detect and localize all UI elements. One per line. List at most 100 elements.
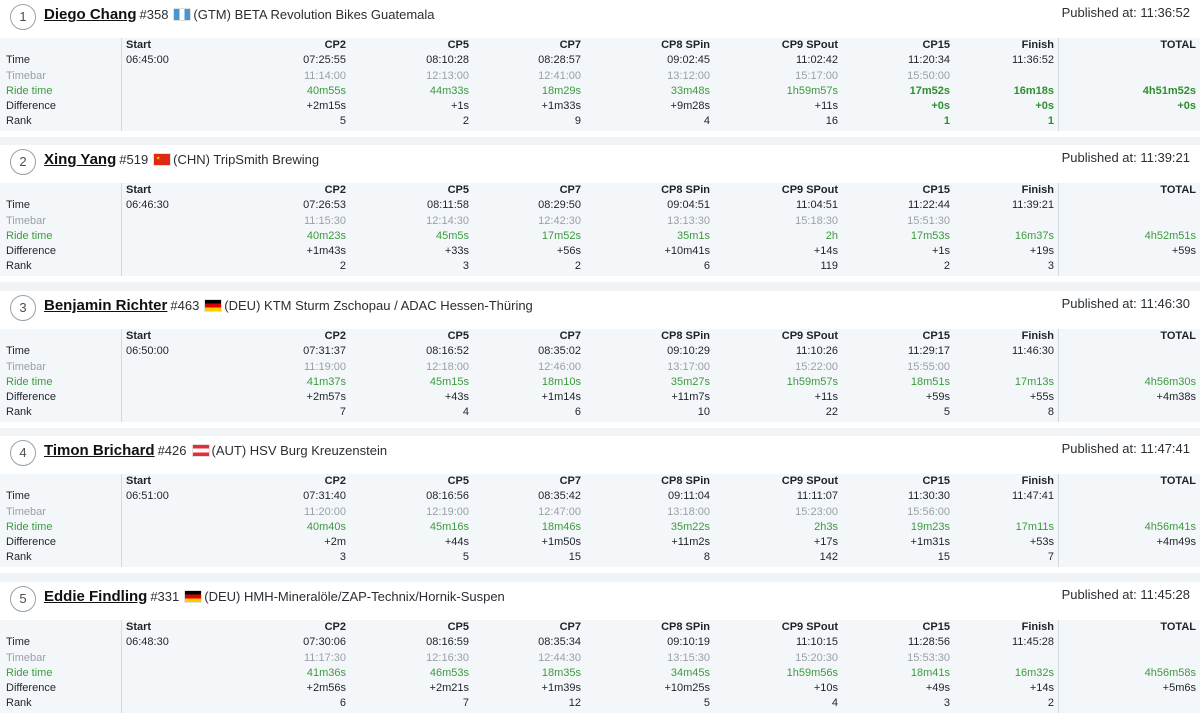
column-checkpoint: CP9 SPout 11:02:42 15:17:00 1h59m57s +11s 16: [738, 38, 838, 131]
difference-cell: +11s: [814, 100, 838, 113]
row-label: Rank: [6, 551, 32, 564]
ride-time-cell: 40m55s: [306, 84, 346, 97]
column-header: TOTAL: [1160, 184, 1196, 196]
column-checkpoint: CP7 08:28:57 12:41:00 18m29s +1m33s 9: [481, 38, 581, 131]
column-header: Start: [126, 184, 152, 196]
difference-cell: +19s: [1029, 245, 1054, 258]
time-cell: 08:35:42: [538, 490, 581, 503]
rank-cell: 15: [937, 551, 950, 564]
difference-cell: +14s: [1029, 682, 1054, 695]
rider-card: 4 Timon Brichard #426 (AUT) HSV Burg Kreuze…: [0, 436, 1200, 573]
rider-number: #358: [139, 7, 169, 22]
time-cell: 08:29:50: [538, 199, 581, 212]
row-labels: Time Timebar Ride time Difference Rank: [6, 183, 116, 276]
column-checkpoint: CP5 08:16:52 12:18:00 45m15s +43s 4: [369, 329, 469, 422]
column-header: Finish: [1021, 184, 1054, 196]
timebar-cell: 15:55:00: [907, 360, 950, 373]
timebar-cell: [1096, 651, 1196, 666]
time-cell: 11:46:30: [1011, 345, 1054, 358]
country-code: (GTM): [193, 7, 231, 22]
rank-cell: 8: [1047, 406, 1054, 419]
column-header: CP9 SPout: [781, 330, 838, 342]
difference-cell: +5m6s: [1162, 682, 1196, 695]
timebar-cell: 15:56:00: [907, 505, 950, 518]
column-header: CP5: [447, 330, 469, 342]
row-label: Timebar: [6, 69, 46, 82]
rank-cell: 7: [1047, 551, 1054, 564]
row-label: Time: [6, 199, 31, 212]
rider-name-link[interactable]: Benjamin Richter: [44, 297, 168, 314]
difference-cell: +11m7s: [671, 391, 710, 404]
ride-time-cell: 41m37s: [306, 375, 346, 388]
timebar-cell: 12:47:00: [538, 505, 581, 518]
rider-number: #426: [157, 443, 187, 458]
time-cell: 06:50:00: [126, 345, 169, 358]
column-checkpoint: CP15 11:20:34 15:50:00 17m52s +0s 1: [850, 38, 950, 131]
column-checkpoint: CP5 08:16:59 12:16:30 46m53s +2m21s 7: [369, 620, 469, 713]
difference-cell: +1s: [931, 245, 950, 258]
ride-time-cell: 17m13s: [1014, 375, 1054, 388]
time-cell: 08:35:02: [538, 345, 581, 358]
rider-name-link[interactable]: Xing Yang: [44, 151, 117, 168]
time-cell: 08:11:58: [426, 199, 469, 212]
timebar-cell: 13:12:00: [667, 69, 710, 82]
time-cell: 11:10:15: [795, 636, 838, 649]
time-cell: 08:28:57: [538, 54, 581, 67]
time-cell: 07:30:06: [303, 636, 346, 649]
rank-cell: [1096, 696, 1196, 711]
difference-cell: +2m57s: [306, 391, 346, 404]
rider-name-link[interactable]: Timon Brichard: [44, 442, 155, 459]
time-cell: 08:35:34: [538, 636, 581, 649]
rider-info: Timon Brichard #426 (AUT) HSV Burg Kreuzen…: [44, 441, 387, 461]
difference-cell: +1m43s: [306, 245, 346, 258]
column-checkpoint: CP8 SPin 09:02:45 13:12:00 33m48s +9m28s 4: [610, 38, 710, 131]
timebar-cell: 12:18:00: [426, 360, 469, 373]
timebar-cell: 15:22:00: [795, 360, 838, 373]
position-badge: 5: [10, 586, 36, 612]
time-cell: 07:26:53: [303, 199, 346, 212]
ride-time-cell: 33m48s: [670, 84, 710, 97]
column-header: CP15: [922, 330, 950, 342]
column-start: Start 06:50:00: [126, 329, 216, 422]
row-label: Timebar: [6, 651, 46, 664]
timebar-cell: 12:14:30: [426, 214, 469, 227]
column-checkpoint: CP2 07:25:55 11:14:00 40m55s +2m15s 5: [246, 38, 346, 131]
column-header: CP5: [447, 39, 469, 51]
published-time: Published at: 11:47:41: [1061, 441, 1190, 456]
column-header: Start: [126, 330, 152, 342]
label-spacer: [6, 183, 116, 198]
difference-cell: +43s: [444, 391, 469, 404]
column-checkpoint: Finish 11:36:52 16m18s +0s 1: [954, 38, 1054, 131]
timebar-cell: 12:44:30: [538, 651, 581, 664]
column-header: CP8 SPin: [661, 39, 710, 51]
rank-cell: 7: [462, 697, 469, 710]
timebar-cell: 12:42:30: [538, 214, 581, 227]
column-checkpoint: CP15 11:22:44 15:51:30 17m53s +1s 2: [850, 183, 950, 276]
splits-table: Time Timebar Ride time Difference Rank Start 0…: [0, 38, 1200, 131]
ride-time-cell: 18m29s: [541, 84, 581, 97]
column-checkpoint: CP8 SPin 09:10:19 13:15:30 34m45s +10m25s 5: [610, 620, 710, 713]
timebar-cell: 12:16:30: [426, 651, 469, 664]
timebar-cell: 13:13:30: [667, 214, 710, 227]
timebar-cell: 15:23:00: [795, 505, 838, 518]
timebar-cell: 11:20:00: [303, 505, 346, 518]
column-checkpoint: Finish 11:47:41 17m11s +53s 7: [954, 474, 1054, 567]
time-cell: 11:04:51: [795, 199, 838, 212]
difference-cell: +59s: [925, 391, 950, 404]
time-cell: 11:36:52: [1011, 54, 1054, 67]
ride-time-cell: 44m33s: [429, 84, 469, 97]
row-label: Rank: [6, 406, 32, 419]
difference-cell: +1m50s: [541, 536, 581, 549]
column-header: CP2: [324, 330, 346, 342]
column-checkpoint: CP15 11:28:56 15:53:30 18m41s +49s 3: [850, 620, 950, 713]
rank-cell: [1096, 405, 1196, 420]
position-badge: 2: [10, 149, 36, 175]
difference-cell: +1m33s: [541, 100, 581, 113]
rider-name-link[interactable]: Diego Chang: [44, 6, 137, 23]
divider: [121, 38, 122, 131]
rider-name-link[interactable]: Eddie Findling: [44, 588, 148, 605]
ride-time-cell: 4h56m41s: [1144, 520, 1196, 533]
ride-time-cell: 18m35s: [541, 666, 581, 679]
divider: [121, 620, 122, 713]
ride-time-cell: 16m32s: [1014, 666, 1054, 679]
